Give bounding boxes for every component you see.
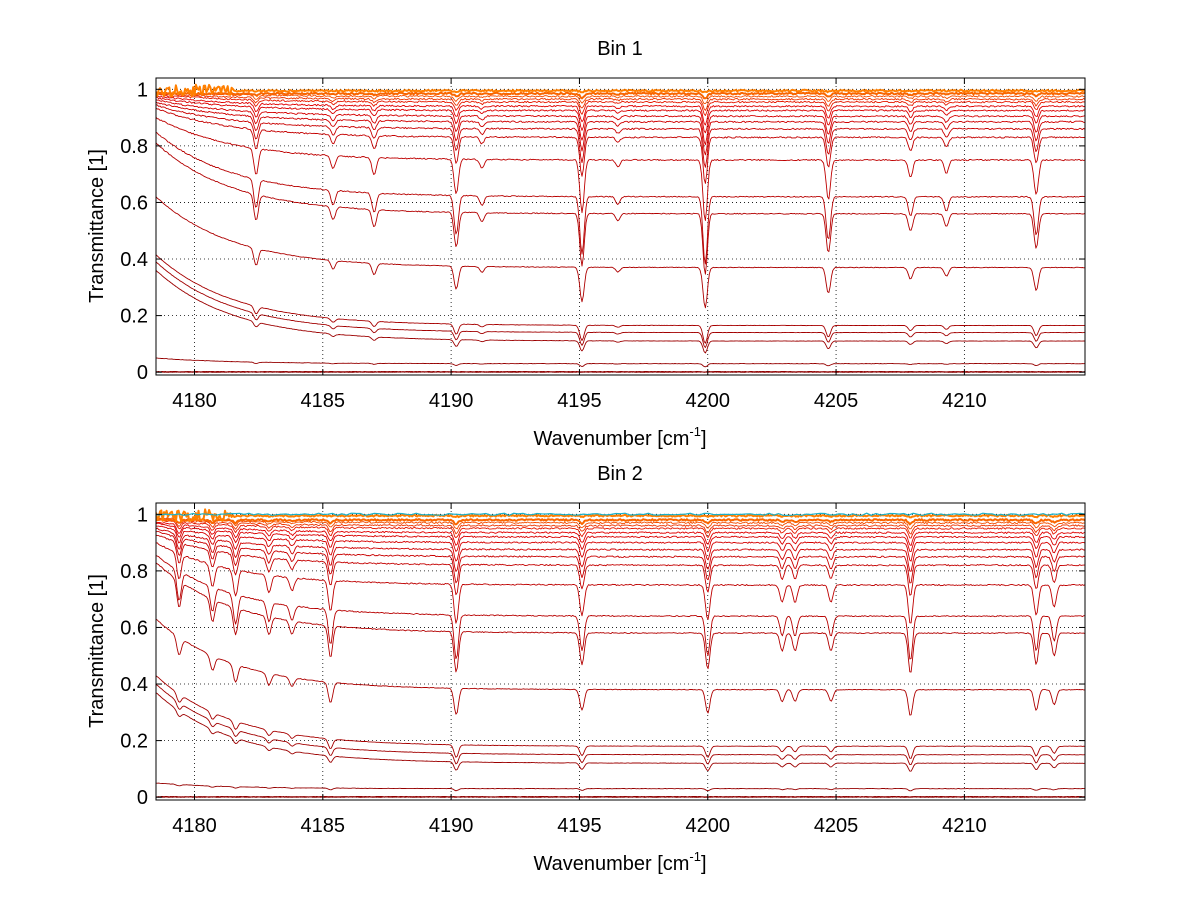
panel-1-series-line-14: [156, 99, 1085, 146]
panel-1-series-line-17: [156, 93, 1085, 116]
panel-2-series-line-19: [156, 517, 1085, 530]
panel-2-axes-box: [155, 502, 1086, 801]
panel-2-series-line-5: [156, 683, 1085, 766]
panel-1-x-tick-label: 4185: [301, 390, 346, 412]
panel-2-y-ticks: 0 0.2 0.4 0.6 0.8 1: [120, 504, 1085, 809]
panel-1-x-tick-label: 4195: [557, 390, 602, 412]
panel-2-y-tick-label: 0.6: [120, 617, 148, 639]
panel-1-series-line-18: [156, 92, 1085, 111]
panel-2-y-tick-label: 0.2: [120, 731, 148, 753]
panel-2-x-axis-label: Wavenumber [cm-1]: [533, 849, 706, 875]
panel-1-series-line-15: [156, 96, 1085, 134]
panel-1-x-ticks: 4180 4185 4190 4195 4200 4205 4210: [172, 78, 987, 412]
panel-2-title: Bin 2: [597, 463, 643, 485]
panel-1-series-line-3: [156, 357, 1085, 368]
panel-1-title: Bin 1: [597, 38, 643, 60]
panel-2-series-line-11: [156, 534, 1085, 596]
panel-1-axes-box: [155, 77, 1086, 376]
panel-2-series-line-9: [156, 555, 1085, 660]
panel-1-series-line-5: [156, 261, 1085, 348]
panel-2-series: [155, 508, 1086, 798]
panel-1-y-tick-label: 1: [137, 79, 148, 101]
panel-2-y-tick-label: 1: [137, 504, 148, 526]
panel-2-series-line-cyan: [155, 512, 1086, 517]
panel-2-series-line-10: [156, 542, 1085, 624]
panel-1-x-tick-label: 4210: [942, 390, 987, 412]
panel-bin-2: Bin 2 4180 4185 4190 4195 4200 4205 4210 00.20…: [86, 463, 1086, 875]
panel-2-series-line-8: [156, 562, 1085, 673]
panel-2-x-tick-label: 4185: [301, 815, 346, 837]
panel-2-series-line-17: [156, 519, 1085, 539]
panel-1-series-line-7: [156, 196, 1085, 309]
panel-1-series-line-11: [156, 107, 1085, 184]
panel-2-series-line-7: [156, 618, 1085, 716]
panel-2-series-line-6: [156, 675, 1085, 759]
panel-1-series: [156, 83, 1085, 373]
panel-1-y-tick-label: 0.8: [120, 136, 148, 158]
panel-1-y-ticks: 0 0.2 0.4 0.6 0.8 1: [120, 79, 1085, 384]
panel-2-series-line-12: [156, 531, 1085, 584]
panel-2-x-tick-label: 4195: [557, 815, 602, 837]
panel-2-x-tick-label: 4190: [429, 815, 474, 837]
panel-2-series-line-2: [156, 795, 1085, 798]
panel-1-series-line-20: [156, 91, 1085, 100]
panel-2-x-tick-label: 4180: [172, 815, 217, 837]
panel-1-series-line-8: [156, 142, 1085, 275]
panel-1-x-tick-label: 4200: [686, 390, 731, 412]
panel-2-series-line-18: [156, 517, 1085, 535]
panel-2-series-line-13: [156, 527, 1085, 572]
panel-1-y-axis-label: Transmittance [1]: [86, 149, 108, 303]
panel-2-y-tick-label: 0: [137, 787, 148, 809]
panel-1-y-tick-label: 0: [137, 362, 148, 384]
panel-2-series-line-16: [156, 521, 1085, 546]
panel-2-x-tick-label: 4200: [686, 815, 731, 837]
panel-2-y-tick-label: 0.4: [120, 674, 148, 696]
panel-2-series-line-4: [156, 692, 1085, 772]
panel-1-x-axis-label: Wavenumber [cm-1]: [533, 424, 706, 450]
panel-2-y-tick-label: 0.8: [120, 561, 148, 583]
panel-2-series-line-14: [156, 525, 1085, 562]
panel-bin-1: Bin 1 4180 4185 4190 4195 4200 4205 4210 00.20…: [86, 38, 1086, 450]
panel-2-x-tick-label: 4205: [814, 815, 859, 837]
panel-2-series-line-20: [156, 518, 1085, 526]
panel-1-series-line-21: [156, 83, 1085, 98]
panel-2-x-tick-label: 4210: [942, 815, 987, 837]
panel-1-y-tick-label: 0.4: [120, 249, 148, 271]
panel-1-series-line-4: [156, 269, 1085, 354]
panel-1-x-tick-label: 4180: [172, 390, 217, 412]
panel-2-series-line-21: [156, 508, 1085, 523]
panel-2-series-line-15: [156, 522, 1085, 552]
panel-1-x-tick-label: 4190: [429, 390, 474, 412]
panel-2-y-axis-label: Transmittance [1]: [86, 574, 108, 728]
panel-2-x-ticks: 4180 4185 4190 4195 4200 4205 4210: [172, 503, 987, 837]
panel-1-series-line-13: [156, 101, 1085, 156]
panel-1-y-tick-label: 0.6: [120, 192, 148, 214]
panel-1-series-line-9: [156, 131, 1085, 265]
panel-2-series-line-3: [156, 782, 1085, 792]
panel-1-series-line-16: [156, 95, 1085, 126]
panel-1-y-tick-label: 0.2: [120, 306, 148, 328]
panel-1-series-line-19: [156, 91, 1085, 105]
panel-1-series-line-6: [156, 254, 1085, 344]
panel-1-series-line-10: [156, 116, 1085, 221]
panel-1-series-line-2: [156, 370, 1085, 373]
panel-1-x-tick-label: 4205: [814, 390, 859, 412]
panel-1-series-line-12: [156, 104, 1085, 168]
